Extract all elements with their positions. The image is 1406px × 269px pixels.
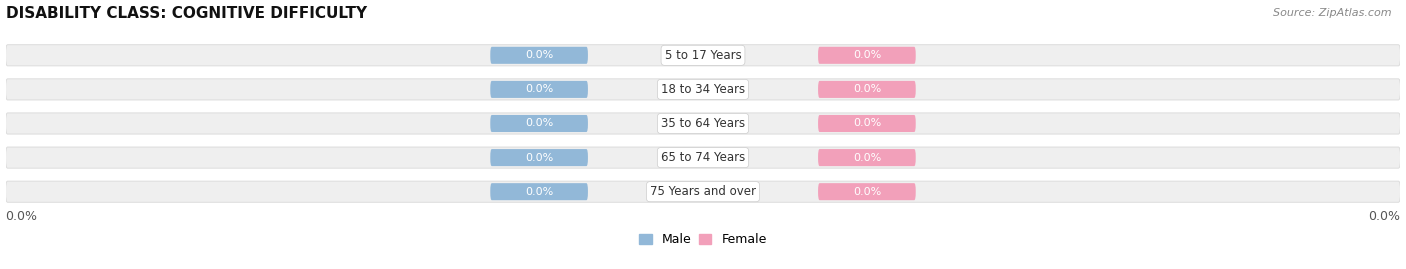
FancyBboxPatch shape	[491, 81, 588, 98]
FancyBboxPatch shape	[818, 81, 915, 98]
Text: 0.0%: 0.0%	[524, 84, 553, 94]
FancyBboxPatch shape	[491, 115, 588, 132]
Text: 0.0%: 0.0%	[853, 187, 882, 197]
FancyBboxPatch shape	[491, 47, 588, 64]
Text: 0.0%: 0.0%	[6, 210, 38, 223]
Text: DISABILITY CLASS: COGNITIVE DIFFICULTY: DISABILITY CLASS: COGNITIVE DIFFICULTY	[6, 6, 367, 20]
FancyBboxPatch shape	[818, 149, 915, 166]
Text: 0.0%: 0.0%	[853, 84, 882, 94]
FancyBboxPatch shape	[6, 79, 1400, 100]
Text: 18 to 34 Years: 18 to 34 Years	[661, 83, 745, 96]
Text: 0.0%: 0.0%	[524, 153, 553, 162]
FancyBboxPatch shape	[6, 113, 1400, 134]
Text: Source: ZipAtlas.com: Source: ZipAtlas.com	[1274, 8, 1392, 18]
FancyBboxPatch shape	[6, 45, 1400, 66]
FancyBboxPatch shape	[818, 183, 915, 200]
Text: 0.0%: 0.0%	[853, 50, 882, 60]
FancyBboxPatch shape	[818, 47, 915, 64]
Legend: Male, Female: Male, Female	[640, 233, 766, 246]
Text: 35 to 64 Years: 35 to 64 Years	[661, 117, 745, 130]
Text: 75 Years and over: 75 Years and over	[650, 185, 756, 198]
FancyBboxPatch shape	[491, 183, 588, 200]
FancyBboxPatch shape	[491, 149, 588, 166]
Text: 5 to 17 Years: 5 to 17 Years	[665, 49, 741, 62]
Text: 0.0%: 0.0%	[524, 187, 553, 197]
Text: 0.0%: 0.0%	[524, 119, 553, 129]
Text: 0.0%: 0.0%	[853, 153, 882, 162]
Text: 0.0%: 0.0%	[853, 119, 882, 129]
FancyBboxPatch shape	[6, 181, 1400, 202]
FancyBboxPatch shape	[6, 147, 1400, 168]
Text: 65 to 74 Years: 65 to 74 Years	[661, 151, 745, 164]
Text: 0.0%: 0.0%	[1368, 210, 1400, 223]
Text: 0.0%: 0.0%	[524, 50, 553, 60]
FancyBboxPatch shape	[818, 115, 915, 132]
